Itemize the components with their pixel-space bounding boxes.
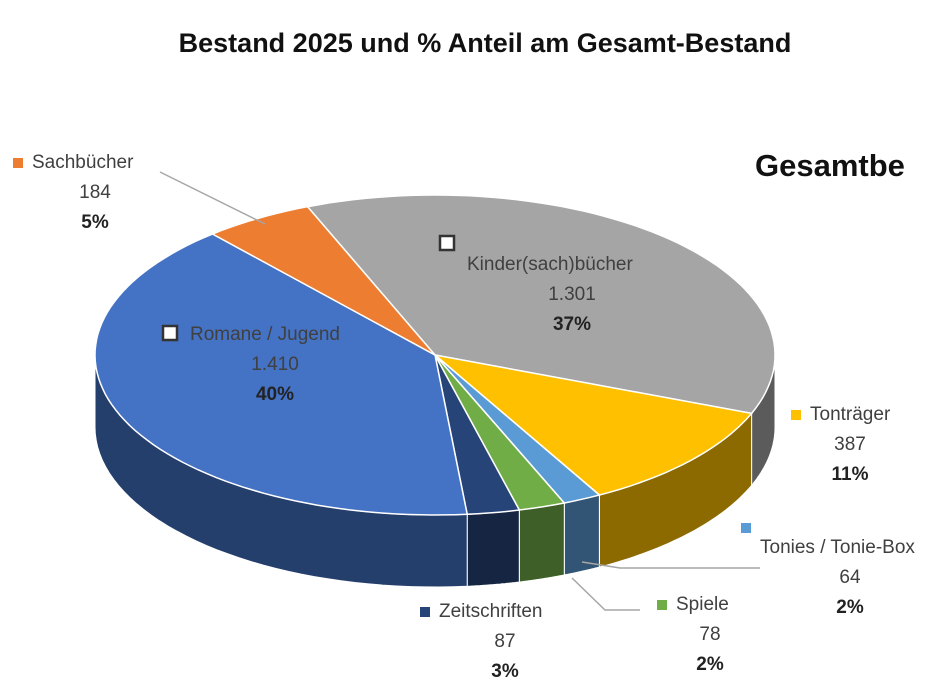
labels: Kinder(sach)bücher 1.301 37% Tonträger 387 11… <box>13 152 915 682</box>
percent-label: 3% <box>491 661 519 682</box>
value-label: 387 <box>834 434 866 455</box>
value-label: 1.301 <box>548 284 596 305</box>
legend-marker <box>791 410 801 420</box>
value-label: 87 <box>494 631 515 652</box>
percent-label: 37% <box>553 314 591 335</box>
percent-label: 2% <box>836 597 864 618</box>
legend-marker <box>161 324 179 342</box>
slice <box>306 194 776 415</box>
slice-side <box>518 502 565 583</box>
category-label: Kinder(sach)bücher <box>467 254 633 275</box>
category-label: Tonies / Tonie-Box <box>760 537 915 558</box>
category-label: Tonträger <box>810 404 891 425</box>
chart-title: Bestand 2025 und % Anteil am Gesamt-Best… <box>179 28 792 58</box>
legend-marker <box>741 523 751 533</box>
category-label: Sachbücher <box>32 152 134 173</box>
value-label: 64 <box>839 567 861 588</box>
category-label: Spiele <box>676 594 729 615</box>
pie-sides <box>94 354 776 588</box>
slice <box>94 233 469 516</box>
category-label: Romane / Jugend <box>190 324 340 345</box>
value-label: 78 <box>699 624 720 645</box>
pie-tops <box>94 194 776 516</box>
legend-marker <box>438 234 456 252</box>
leader-line <box>159 171 266 225</box>
slice <box>210 205 436 356</box>
value-label: 184 <box>79 182 111 203</box>
percent-label: 5% <box>81 212 109 233</box>
leader-line <box>571 577 640 611</box>
slice <box>434 354 521 516</box>
slice-side <box>466 509 520 587</box>
percent-label: 2% <box>696 654 724 675</box>
slice <box>432 353 754 496</box>
value-label: 1.410 <box>251 354 299 375</box>
legend-marker <box>13 158 23 168</box>
side-title: Gesamtbe <box>755 148 905 183</box>
leader-line <box>581 561 760 569</box>
percent-label: 40% <box>256 384 294 405</box>
legend-marker <box>420 607 430 617</box>
category-label: Zeitschriften <box>439 601 542 622</box>
legend-marker <box>657 600 667 610</box>
percent-label: 11% <box>832 464 869 485</box>
slice-side <box>563 494 600 576</box>
